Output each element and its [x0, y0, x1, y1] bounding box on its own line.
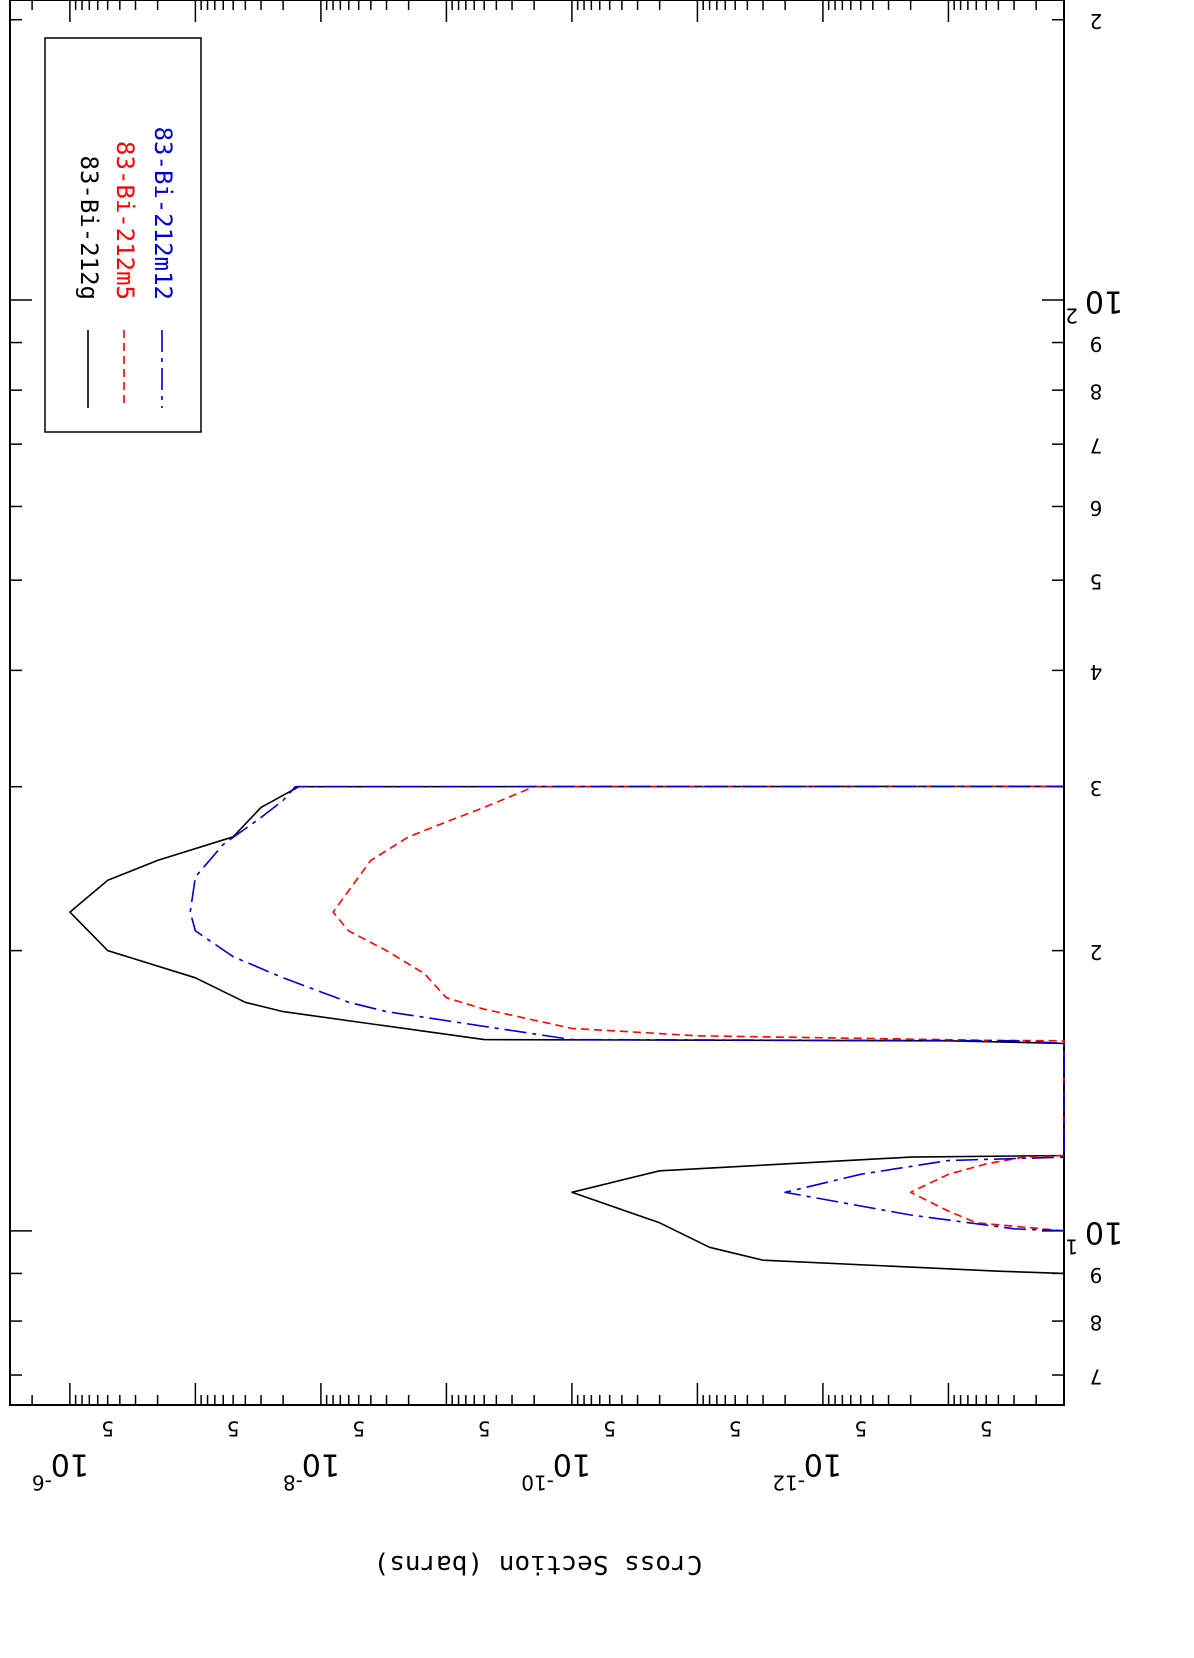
- y-minor-label: 5: [854, 1417, 867, 1441]
- x-tick-label: 8: [1090, 1311, 1103, 1335]
- x-tick-label: 6: [1090, 496, 1103, 520]
- axis-ticks: [9, 0, 1064, 1405]
- axis-tick-labels: 7892345678921011025555555510-610-810-101…: [32, 9, 1123, 1494]
- y-major-label: 10-10: [521, 1447, 591, 1495]
- y-minor-label: 5: [729, 1417, 742, 1441]
- x-tick-label: 7: [1090, 434, 1103, 458]
- y-major-label: 10-8: [283, 1447, 340, 1495]
- y-major-base: 10: [302, 1447, 340, 1482]
- y-major-label: 10-6: [32, 1447, 89, 1495]
- legend-label-3: 83-Bi-212m12: [149, 127, 177, 300]
- y-major-exponent: -12: [772, 1471, 805, 1495]
- x-major-exponent: 2: [1065, 303, 1078, 327]
- series-line-2: [332, 785, 1065, 1232]
- x-tick-label: 2: [1090, 940, 1103, 964]
- series-line-3: [189, 785, 1065, 1232]
- x-tick-label: 2: [1090, 9, 1103, 33]
- x-tick-label: 9: [1090, 1263, 1103, 1287]
- plot-frame: [9, 0, 1065, 1406]
- series-layer: [69, 785, 1065, 1275]
- y-axis-title: Cross Section (barns): [374, 1549, 703, 1579]
- x-tick-label: 8: [1090, 380, 1103, 404]
- x-major-exponent: 1: [1065, 1234, 1078, 1258]
- x-tick-label: 5: [1090, 570, 1103, 594]
- x-tick-label: 3: [1090, 776, 1103, 800]
- y-major-exponent: -10: [521, 1471, 554, 1495]
- x-tick-label: 4: [1090, 660, 1103, 684]
- y-major-base: 10: [804, 1447, 842, 1482]
- y-major-base: 10: [553, 1447, 591, 1482]
- y-minor-label: 5: [352, 1417, 365, 1441]
- series-line-1: [69, 785, 1065, 1275]
- y-major-label: 10-12: [772, 1447, 842, 1495]
- x-tick-label: 9: [1090, 332, 1103, 356]
- y-minor-label: 5: [603, 1417, 616, 1441]
- y-major-base: 10: [51, 1447, 89, 1482]
- x-major-base: 10: [1085, 283, 1123, 318]
- legend: 83-Bi-212g 83-Bi-212m5 83-Bi-212m12: [44, 37, 202, 433]
- y-minor-label: 5: [101, 1417, 114, 1441]
- y-minor-label: 5: [980, 1417, 993, 1441]
- y-minor-label: 5: [227, 1417, 240, 1441]
- x-major-label: 10 1: [1065, 1214, 1123, 1258]
- y-major-exponent: -8: [283, 1471, 303, 1495]
- legend-label-1: 83-Bi-212g: [75, 156, 103, 301]
- legend-box: [44, 37, 202, 433]
- x-tick-label: 7: [1090, 1365, 1103, 1389]
- y-minor-label: 5: [478, 1417, 491, 1441]
- legend-label-2: 83-Bi-212m5: [111, 141, 139, 300]
- x-major-label: 10 2: [1065, 283, 1123, 327]
- x-major-base: 10: [1085, 1214, 1123, 1249]
- y-major-exponent: -6: [32, 1471, 52, 1495]
